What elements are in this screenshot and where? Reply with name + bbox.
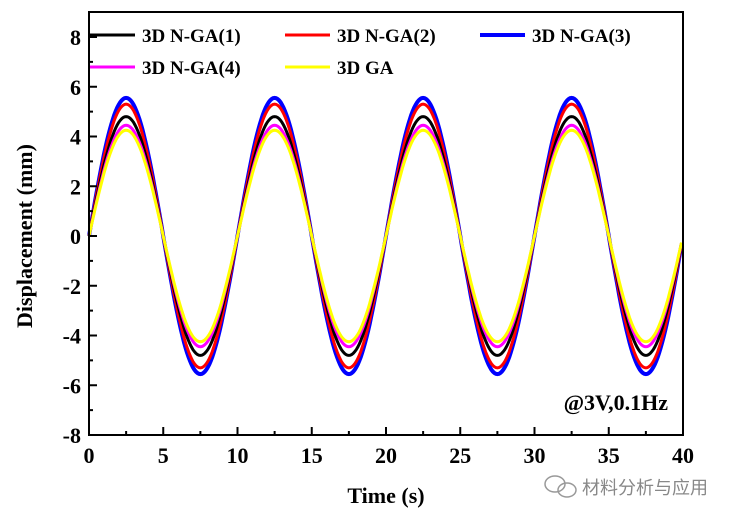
x-tick-label: 35	[598, 443, 620, 468]
x-tick-label: 10	[227, 443, 249, 468]
x-axis-label: Time (s)	[347, 483, 424, 508]
x-tick-label: 20	[375, 443, 397, 468]
y-tick-label: -6	[63, 373, 81, 398]
legend-label: 3D N-GA(3)	[532, 26, 631, 47]
x-tick-label: 0	[84, 443, 95, 468]
x-tick-label: 15	[301, 443, 323, 468]
y-tick-label: -2	[63, 274, 81, 299]
y-axis-label: Displacement (mm)	[12, 144, 37, 328]
legend-label: 3D GA	[337, 58, 394, 79]
y-tick-label: 2	[70, 174, 81, 199]
y-tick-label: 4	[70, 125, 81, 150]
y-tick-label: 8	[70, 25, 81, 50]
y-tick-label: 0	[70, 224, 81, 249]
condition-annotation: @3V,0.1Hz	[564, 390, 669, 415]
legend-label: 3D N-GA(2)	[337, 26, 436, 47]
watermark-text: 材料分析与应用	[582, 478, 708, 499]
series-line-5	[87, 128, 683, 344]
y-tick-label: 6	[70, 75, 81, 100]
x-tick-label: 25	[449, 443, 471, 468]
legend-label: 3D N-GA(4)	[142, 58, 241, 79]
y-tick-label: -8	[63, 423, 81, 448]
watermark: 材料分析与应用	[544, 475, 708, 499]
x-tick-label: 30	[524, 443, 546, 468]
x-tick-label: 5	[158, 443, 169, 468]
y-tick-label: -4	[63, 324, 81, 349]
wechat-icon	[544, 475, 577, 498]
legend-label: 3D N-GA(1)	[142, 26, 241, 47]
x-tick-label: 40	[672, 443, 694, 468]
